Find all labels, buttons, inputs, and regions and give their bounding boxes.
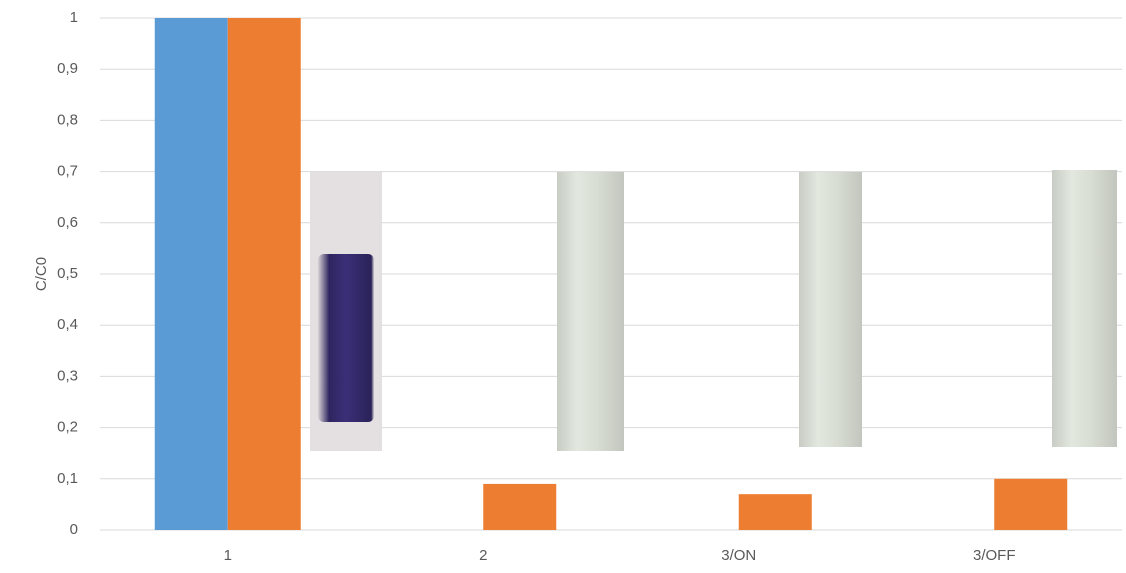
x-tick-label: 2 xyxy=(479,547,487,564)
y-axis-label: C/C0 xyxy=(33,257,50,291)
bars xyxy=(154,18,1068,530)
x-tick-label: 3/ON xyxy=(721,547,756,564)
y-tick-label: 0,6 xyxy=(57,214,78,231)
vial-photo xyxy=(799,172,862,447)
y-tick-label: 0,2 xyxy=(57,419,78,436)
y-tick-label: 0,8 xyxy=(57,111,78,128)
bar xyxy=(154,18,228,530)
x-tick-label: 3/OFF xyxy=(973,547,1016,564)
y-tick-label: 0,4 xyxy=(57,316,78,333)
vial-photos xyxy=(310,170,1117,451)
bar xyxy=(227,18,301,530)
bar xyxy=(738,494,812,530)
y-tick-label: 0 xyxy=(70,521,78,538)
y-tick-label: 0,7 xyxy=(57,163,78,180)
vial-photo xyxy=(557,172,624,451)
y-tick-label: 1 xyxy=(70,9,78,26)
bar xyxy=(994,478,1068,530)
vial-liquid xyxy=(318,254,374,422)
y-tick-label: 0,9 xyxy=(57,60,78,77)
y-tick-label: 0,3 xyxy=(57,367,78,384)
vial-photo xyxy=(1052,170,1117,447)
bar xyxy=(483,483,557,530)
x-tick-label: 1 xyxy=(224,547,232,564)
y-tick-label: 0,1 xyxy=(57,470,78,487)
y-tick-label: 0,5 xyxy=(57,265,78,282)
